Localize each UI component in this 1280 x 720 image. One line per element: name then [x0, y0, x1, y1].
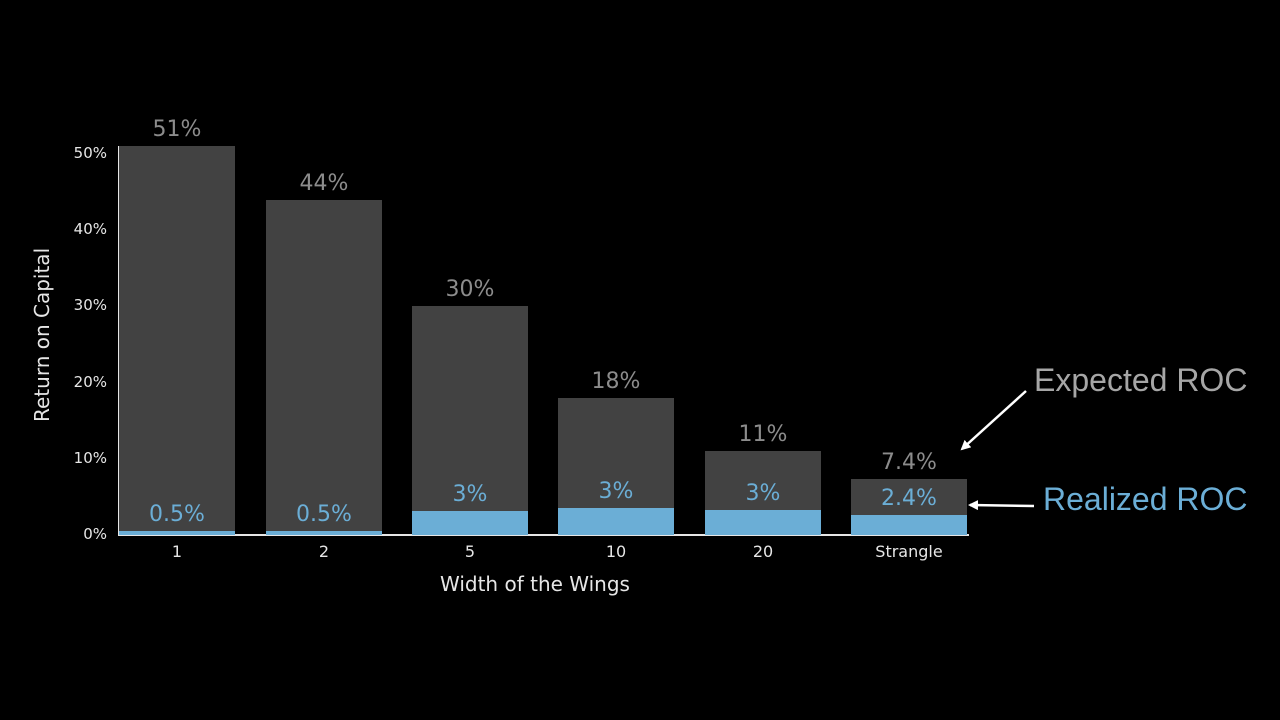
value-label-expected: 18% [591, 368, 641, 394]
value-label-realized: 3% [598, 479, 634, 505]
value-label-realized: 0.5% [296, 502, 352, 528]
bar-realized-roc [705, 509, 821, 535]
y-tick-label: 50% [73, 144, 107, 162]
bar-expected-roc [266, 199, 382, 535]
y-tick-label: 40% [73, 220, 107, 239]
value-label-expected: 30% [445, 277, 495, 303]
value-label-realized: 2.4% [881, 486, 937, 512]
x-axis-label: Width of the Wings [440, 572, 630, 596]
bar-expected-roc [412, 306, 528, 535]
bar-realized-roc [119, 531, 235, 535]
annotation-realized-roc: Realized ROC [1043, 481, 1248, 517]
bar-expected-roc [119, 146, 235, 535]
value-label-realized: 3% [745, 480, 781, 506]
value-label-expected: 51% [152, 117, 202, 143]
x-tick-label: 10 [605, 542, 627, 561]
bar-realized-roc [558, 508, 674, 535]
value-label-expected: 7.4% [881, 449, 937, 475]
bar-realized-roc [266, 531, 382, 535]
bar-realized-roc [412, 511, 528, 535]
y-tick-label: 10% [73, 448, 107, 467]
value-label-expected: 11% [738, 422, 788, 448]
value-label-realized: 0.5% [149, 502, 205, 528]
x-tick-label: 20 [752, 542, 774, 561]
y-tick-label: 0% [83, 525, 107, 543]
x-tick-label: 5 [464, 542, 476, 561]
value-label-realized: 3% [452, 482, 488, 508]
x-tick-label: 1 [171, 542, 183, 561]
y-tick-label: 30% [73, 296, 107, 315]
y-tick-label: 20% [73, 372, 107, 391]
x-tick-label: Strangle [875, 542, 943, 561]
annotation-expected-roc: Expected ROC [1034, 362, 1248, 398]
x-axis-line [118, 534, 969, 536]
x-tick-label: 2 [318, 542, 330, 561]
bar-realized-roc [851, 515, 967, 535]
value-label-expected: 44% [299, 170, 349, 196]
